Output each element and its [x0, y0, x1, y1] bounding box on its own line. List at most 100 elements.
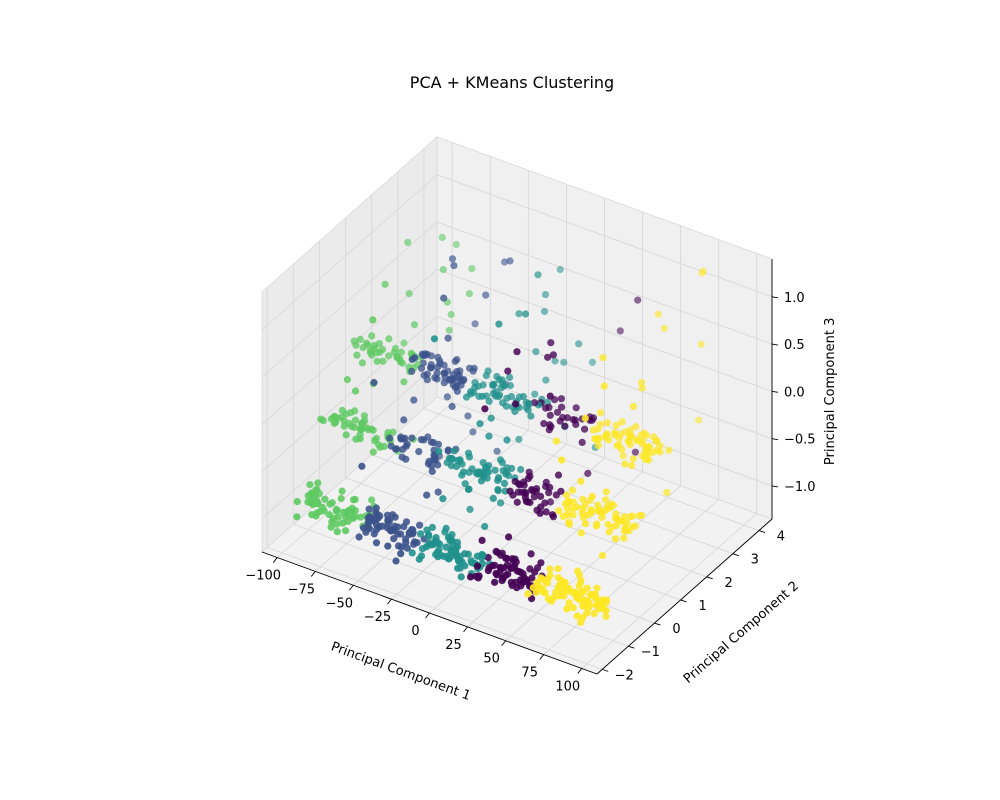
data-point	[600, 382, 608, 390]
data-point	[634, 296, 642, 304]
data-point	[569, 511, 577, 519]
data-point	[565, 585, 573, 593]
data-point	[494, 487, 502, 495]
data-point	[546, 498, 555, 506]
data-point	[503, 394, 511, 402]
data-point	[573, 612, 581, 620]
data-point	[358, 359, 366, 367]
data-point	[470, 364, 478, 372]
data-point	[546, 392, 554, 400]
data-point	[444, 334, 452, 342]
data-point	[410, 321, 419, 329]
data-point	[434, 363, 442, 371]
data-point	[537, 492, 545, 500]
data-point	[579, 504, 587, 512]
data-point	[360, 412, 368, 420]
data-point	[379, 357, 387, 365]
data-point	[621, 460, 629, 468]
data-point	[517, 582, 525, 590]
data-point	[501, 258, 509, 266]
data-point	[569, 604, 577, 612]
data-point	[434, 488, 442, 496]
y-axis-tick	[628, 645, 635, 649]
data-point	[506, 257, 514, 265]
data-point	[574, 567, 582, 575]
data-point	[551, 357, 559, 365]
data-point	[405, 290, 413, 298]
data-point	[577, 618, 585, 627]
data-point	[552, 437, 561, 445]
data-point	[428, 523, 436, 532]
data-point	[578, 438, 586, 446]
data-point	[343, 376, 351, 384]
z-axis-tick	[771, 390, 779, 393]
data-point	[619, 452, 627, 460]
data-point	[404, 238, 412, 246]
grid-line	[261, 363, 438, 520]
data-point	[498, 549, 506, 557]
data-point	[317, 415, 325, 423]
data-point	[577, 529, 585, 537]
data-point	[462, 393, 471, 401]
data-point	[379, 345, 387, 353]
data-point	[314, 479, 322, 487]
x-axis-tick	[539, 654, 545, 660]
z-axis-tick-label: 1.0	[784, 291, 805, 306]
data-point	[442, 543, 450, 551]
y-axis-tick-label: 3	[751, 553, 759, 568]
data-point	[353, 351, 361, 359]
data-point	[665, 446, 673, 454]
data-point	[522, 497, 530, 505]
data-point	[482, 291, 490, 299]
data-point	[546, 565, 554, 573]
data-point	[438, 233, 446, 241]
data-point	[588, 492, 596, 501]
data-point	[381, 280, 389, 288]
z-axis-tick-label: −1.0	[784, 480, 816, 495]
data-point	[618, 418, 626, 426]
data-point	[396, 358, 404, 366]
data-point	[528, 574, 536, 582]
data-point	[465, 453, 474, 461]
data-point	[304, 492, 312, 500]
data-point	[313, 500, 321, 508]
data-point	[448, 376, 456, 384]
data-point	[467, 573, 475, 581]
data-point	[572, 404, 580, 412]
data-point	[547, 423, 555, 431]
data-point	[368, 332, 376, 340]
data-point	[561, 422, 569, 430]
grid-line	[429, 457, 605, 614]
data-point	[554, 565, 562, 573]
grid-line	[345, 477, 681, 601]
x-axis-tick	[425, 612, 430, 619]
data-point	[443, 393, 451, 401]
data-point	[589, 426, 598, 434]
data-point	[340, 422, 348, 430]
data-point	[526, 472, 534, 480]
chart-title: PCA + KMeans Clustering	[410, 73, 614, 92]
z-axis-tick-label: 0.5	[784, 338, 805, 353]
data-point	[417, 364, 426, 372]
data-point	[351, 416, 359, 424]
data-point	[506, 373, 514, 381]
data-point	[355, 533, 363, 541]
data-point	[473, 552, 481, 560]
data-point	[333, 505, 341, 514]
data-point	[416, 530, 425, 538]
x-axis-tick	[501, 640, 506, 647]
data-point	[603, 419, 611, 427]
data-point	[427, 462, 436, 470]
data-point	[351, 507, 359, 515]
data-point	[628, 461, 636, 470]
data-point	[597, 409, 605, 417]
data-point	[544, 353, 552, 361]
data-point	[348, 422, 356, 430]
data-point	[430, 455, 438, 463]
data-point	[506, 487, 514, 495]
data-point	[540, 307, 549, 316]
data-point	[531, 399, 539, 407]
data-point	[488, 562, 496, 570]
data-point	[511, 407, 519, 416]
